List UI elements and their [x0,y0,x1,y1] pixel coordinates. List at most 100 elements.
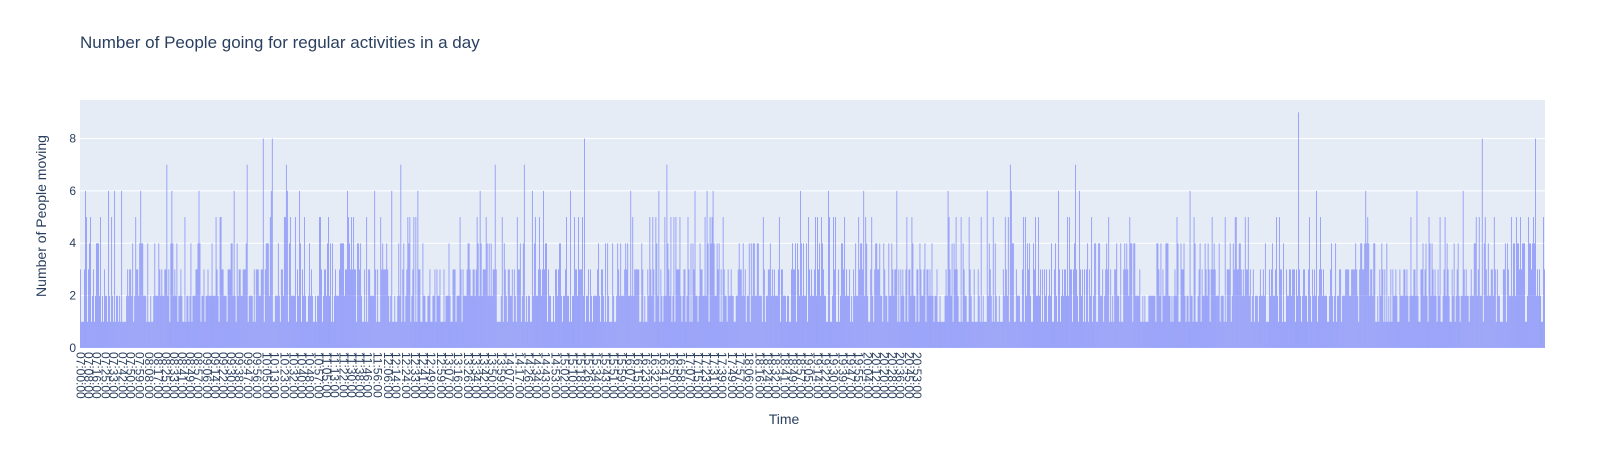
bar [1407,295,1409,348]
bar [1325,295,1326,348]
bar [1025,295,1027,348]
bar [1005,269,1007,348]
bar [128,295,130,348]
bar [1256,295,1258,348]
bar [1203,295,1205,348]
bar [1376,321,1378,348]
bar [301,321,302,348]
bar [1335,243,1337,348]
bar [671,321,673,348]
bar [1442,295,1444,348]
bar [790,321,791,348]
bar [683,269,685,348]
bar [724,295,726,348]
bar [576,269,577,348]
bar [537,269,539,348]
bar [823,269,824,348]
bar [832,295,833,348]
x-tick-label: 15:34:00 [590,352,604,399]
x-tick-label: 18:57:00 [793,352,807,399]
bar [107,321,109,348]
bar [1013,321,1015,348]
bar [817,217,818,348]
bar [812,295,813,348]
bar [1542,321,1543,348]
bar [315,295,316,348]
bar [1270,269,1272,348]
bar [1271,243,1273,348]
bar [109,295,111,348]
bar [687,217,689,348]
bar [1246,269,1248,348]
bar [1520,217,1521,348]
bar [137,269,139,348]
bar [931,243,933,348]
bar [434,269,436,348]
bar [920,269,922,348]
bar [273,321,275,348]
bar [138,295,140,348]
bar [918,321,920,348]
bar [1103,321,1105,348]
bar [1326,295,1327,348]
bar [244,269,246,348]
bar [1114,269,1116,348]
bar [1358,321,1360,348]
bar [1204,243,1206,348]
bar [1496,269,1498,348]
bar [1467,295,1469,348]
x-tick-label: 08:41:00 [175,352,189,399]
bar [1338,295,1340,348]
bar [1329,295,1331,348]
bar [1543,217,1544,348]
bar [1463,269,1465,348]
bar [924,243,926,348]
bar [166,164,168,348]
bar [673,217,675,348]
x-tick-label: 11:46:00 [361,352,375,398]
bar [1008,321,1010,348]
bar [490,243,492,348]
bar [1067,217,1068,348]
bar [793,269,794,348]
bar [1229,243,1231,348]
x-tick-label: 10:05:00 [259,352,273,399]
bar [524,321,526,348]
bar [169,321,171,348]
bar [811,269,812,348]
bar [406,269,408,348]
bar [104,269,105,348]
bar [991,321,993,348]
bar [118,321,120,348]
bar [1346,269,1348,348]
bar [731,295,733,348]
bar [429,269,431,348]
bar [1320,217,1321,348]
bar [1238,243,1240,348]
bar [1179,321,1181,348]
bar [535,295,537,348]
bar [90,217,91,348]
bar [246,164,248,348]
bar [474,295,476,348]
bar [1301,321,1302,348]
bar [248,295,250,348]
bar [879,243,881,348]
bar [672,295,674,348]
x-tick-label: 19:47:00 [844,352,858,399]
bar [1361,243,1363,348]
bar [331,321,332,348]
bar [510,295,512,348]
bar [1298,112,1299,348]
bar [1492,295,1494,348]
bar [304,217,305,348]
bar [1389,321,1391,348]
bar [1059,269,1060,348]
bar [1106,243,1108,348]
bar [893,295,895,348]
bar [218,321,220,348]
x-tick-label: 07:59:00 [133,352,147,399]
bar [389,321,391,348]
bar [628,295,630,348]
bar [200,321,202,348]
